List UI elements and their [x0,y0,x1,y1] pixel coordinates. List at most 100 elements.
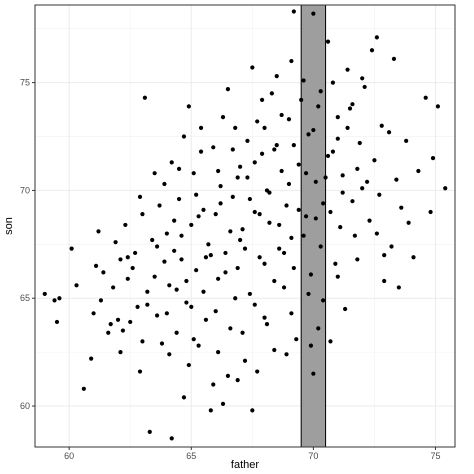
data-point [338,224,343,230]
data-point [74,283,79,288]
data-point [152,274,157,279]
data-point [411,255,416,260]
data-point [220,401,226,406]
data-point [118,350,123,355]
data-point [345,67,350,72]
data-point [430,155,436,161]
data-point [169,436,174,441]
data-point [181,134,187,139]
data-point [238,237,243,243]
data-point [196,214,201,219]
data-point [404,138,409,143]
points-layer [42,9,448,441]
x-axis-label: father [231,459,259,471]
y-axis-ticks: 60 65 70 75 [20,78,35,411]
data-point [147,429,152,435]
data-point [125,276,130,281]
data-point [167,352,172,357]
data-point [281,285,287,290]
y-tick-label: 60 [20,401,30,411]
data-point [294,337,299,342]
data-point [133,250,138,256]
data-point [216,168,221,174]
data-point [279,168,284,174]
data-point [311,127,316,133]
data-point [281,250,287,256]
data-point [233,125,238,130]
data-point [279,112,284,118]
data-point [172,218,177,223]
data-point [140,339,145,344]
data-point [262,125,267,130]
data-point [389,244,394,249]
highlight-band-layer [300,4,327,448]
data-point [108,322,113,327]
data-point [81,386,86,391]
data-point [277,222,282,228]
data-point [184,300,189,305]
data-point [352,233,357,238]
data-point [252,160,257,165]
data-point [289,235,294,240]
data-point [106,330,111,335]
data-point [252,209,257,215]
data-point [259,97,265,102]
data-point [216,276,221,281]
data-point [345,125,350,130]
data-point [113,240,118,245]
data-point [311,371,316,376]
data-point [201,207,206,212]
data-point [218,201,223,206]
data-point [391,56,397,62]
data-point [286,117,292,122]
data-point [42,291,47,297]
data-point [228,229,233,234]
data-point [350,199,355,204]
data-point [201,289,206,294]
data-point [323,175,328,180]
x-tick-label: 60 [64,451,74,461]
data-point [269,91,274,96]
data-point [355,257,360,262]
data-point [257,255,262,260]
data-point [382,278,387,284]
minor-gridlines [35,5,455,447]
data-point [169,160,174,165]
data-point [98,298,104,303]
data-point [213,309,218,314]
data-point [379,123,384,128]
data-point [308,272,314,277]
data-point [159,341,165,346]
data-point [118,257,123,262]
x-axis-ticks: 60 65 70 75 [64,447,440,461]
data-point [311,11,316,16]
data-point [152,171,157,176]
data-point [267,190,272,195]
data-point [257,212,262,217]
data-point [316,326,321,331]
data-point [347,106,353,111]
data-point [157,203,162,208]
data-point [301,233,306,238]
data-point [191,337,196,342]
data-point [262,315,267,320]
data-point [225,86,231,92]
data-point [167,283,172,288]
data-point [191,171,196,176]
data-point [367,218,372,223]
data-point [128,319,133,325]
data-point [399,205,404,210]
data-point [176,166,182,171]
data-point [206,242,211,247]
data-point [321,201,326,206]
data-point [189,222,194,228]
data-point [240,330,245,335]
y-tick-label: 70 [20,185,30,195]
data-point [423,95,428,100]
data-point [186,362,191,368]
data-point [443,186,448,191]
data-point [194,192,199,197]
x-tick-label: 70 [308,451,318,461]
data-point [272,278,277,284]
